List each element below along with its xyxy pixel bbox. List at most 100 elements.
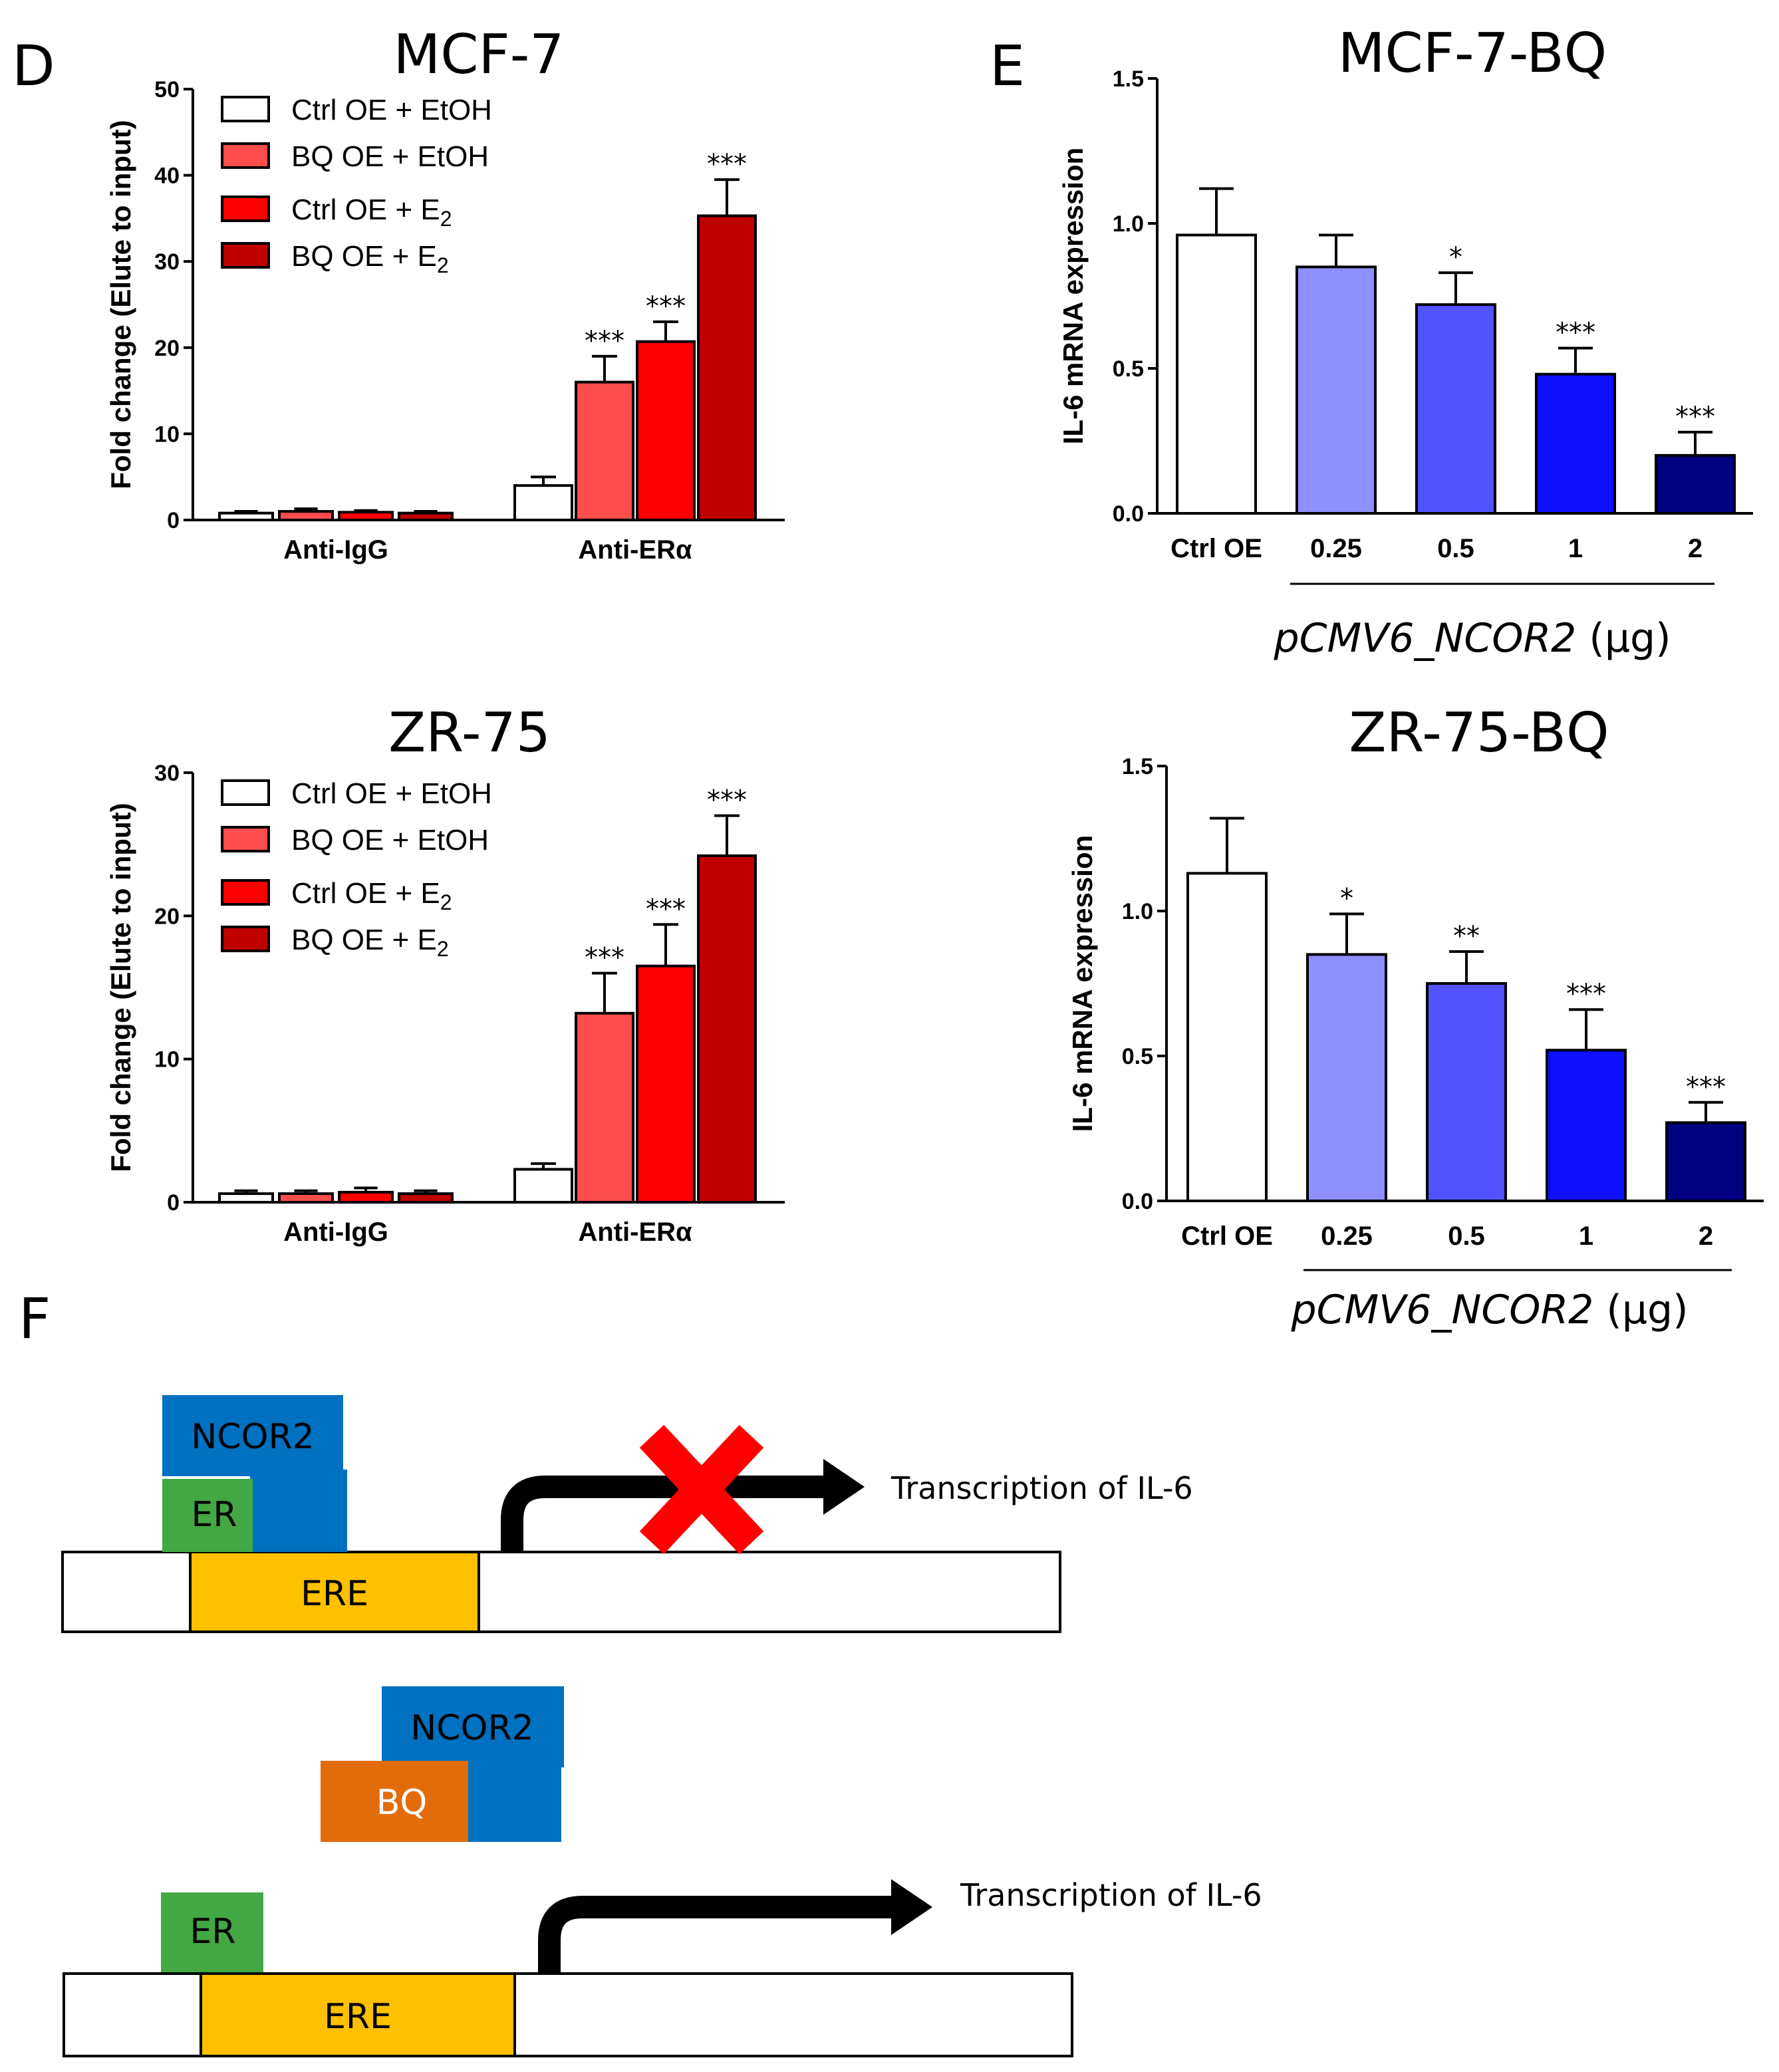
y-axis-label: Fold change (Elute to input) — [105, 803, 136, 1172]
legend-swatch — [221, 879, 270, 906]
er-label-top: ER — [192, 1495, 237, 1535]
significance-label: *** — [1686, 1072, 1726, 1102]
y-tick-label: 20 — [154, 904, 180, 929]
diagram-active: NCOR2 BQ ERE ER Transcription of IL-6 — [63, 1686, 1262, 2057]
bar — [1665, 1121, 1746, 1203]
category-label: 0.25 — [1310, 534, 1362, 563]
chart-mcf7bq-il6: MCF-7-BQ IL-6 mRNA expression 0.0 0.5 1.0 1.5… — [1057, 22, 1753, 662]
y-axis-label: IL-6 mRNA expression — [1057, 148, 1089, 445]
ere-box-top — [189, 1551, 480, 1633]
y-tick-label: 1.0 — [1113, 211, 1144, 237]
significance-label: *** — [1675, 402, 1715, 432]
legend-label: BQ OE + E2 — [291, 924, 449, 961]
category-label: 1 — [1568, 534, 1583, 563]
y-tick-label: 30 — [154, 761, 180, 786]
legend-label: BQ OE + E2 — [291, 240, 449, 277]
transcription-arrow-top — [501, 1476, 823, 1552]
legend-label: Ctrl OE + E2 — [291, 877, 452, 914]
legend-swatch — [221, 195, 270, 222]
category-label: 1 — [1579, 1222, 1593, 1251]
y-tick-label: 0 — [167, 508, 180, 533]
ere-label-top: ERE — [301, 1574, 368, 1614]
panel-letter-d: D — [12, 33, 55, 98]
bar — [697, 854, 757, 1204]
chart-title: MCF-7-BQ — [1338, 22, 1607, 85]
y-tick-label: 1.5 — [1113, 66, 1144, 92]
y-axis-label: Fold change (Elute to input) — [105, 120, 136, 489]
bar — [218, 511, 274, 522]
y-axis-label: IL-6 mRNA expression — [1067, 835, 1098, 1132]
panel-letter-e: E — [990, 33, 1025, 98]
transcription-arrow-bottom — [538, 1896, 891, 1974]
category-label: Anti-IgG — [283, 1218, 388, 1247]
bar — [1535, 372, 1616, 515]
category-label: Anti-ERα — [578, 1218, 692, 1247]
ncor2-label-top: NCOR2 — [191, 1417, 314, 1457]
panel-letter-f: F — [19, 1286, 51, 1351]
ncor2-box-bottom-upper — [382, 1686, 564, 1767]
significance-label: *** — [646, 291, 686, 322]
chart-zr75-chip: ZR-75 Fold change (Elute to input) 0 10 20 30… — [105, 702, 785, 1247]
category-label: 2 — [1688, 534, 1703, 563]
y-tick-label: 10 — [154, 1047, 180, 1073]
bq-box — [321, 1761, 468, 1842]
ncor2-box-top-upper — [162, 1395, 343, 1476]
bq-label: BQ — [376, 1783, 428, 1823]
y-tick-label: 0.0 — [1122, 1189, 1153, 1214]
legend-label: BQ OE + EtOH — [291, 824, 489, 856]
ere-box-bottom — [200, 1972, 516, 2057]
ncor2-label-bottom: NCOR2 — [410, 1708, 533, 1748]
bar — [1426, 982, 1507, 1202]
bar — [513, 484, 573, 521]
legend-label: BQ OE + EtOH — [291, 140, 489, 173]
y-tick-label: 1.5 — [1122, 754, 1153, 779]
bar — [398, 1192, 454, 1204]
significance-label: * — [1340, 883, 1353, 914]
transcription-label-top: Transcription of IL-6 — [890, 1470, 1193, 1506]
ncor2-box-bottom-lower — [466, 1759, 561, 1842]
bar — [636, 340, 696, 522]
er-box-top — [162, 1479, 253, 1552]
chart-title: ZR-75-BQ — [1349, 702, 1609, 765]
ncor2-box-top-lower — [250, 1470, 347, 1552]
category-label: 2 — [1699, 1222, 1713, 1251]
y-tick-label: 0.5 — [1122, 1044, 1153, 1069]
er-box-bottom — [161, 1892, 263, 1972]
significance-label: *** — [1566, 979, 1606, 1009]
legend-swatch — [221, 96, 270, 122]
arrow-head-top — [823, 1459, 865, 1515]
y-tick-label: 1.0 — [1122, 899, 1153, 924]
significance-label: *** — [585, 326, 624, 356]
significance-label: *** — [646, 894, 686, 924]
bar — [575, 1011, 634, 1204]
significance-label: *** — [1556, 317, 1595, 348]
category-label: 0.5 — [1437, 534, 1474, 563]
legend-swatch — [221, 142, 270, 169]
er-label-bottom: ER — [190, 1912, 236, 1952]
bar — [1296, 265, 1377, 515]
y-tick-label: 0 — [167, 1190, 180, 1216]
bar — [338, 1190, 394, 1204]
y-tick-label: 0.0 — [1113, 501, 1144, 527]
bar — [636, 964, 696, 1204]
significance-label: *** — [707, 149, 747, 180]
y-tick-label: 20 — [154, 336, 180, 361]
bar — [1415, 303, 1496, 515]
y-tick-label: 10 — [154, 422, 180, 447]
diagram-repressed: ERE NCOR2 ER Transcription of IL-6 — [61, 1395, 1193, 1633]
bar — [398, 511, 454, 522]
chart-title: MCF-7 — [394, 23, 565, 86]
bar — [1546, 1049, 1627, 1203]
bar — [1186, 872, 1268, 1202]
category-label: 0.25 — [1321, 1222, 1373, 1251]
y-tick-label: 30 — [154, 249, 180, 275]
y-tick-label: 40 — [154, 164, 180, 189]
bar — [278, 1192, 334, 1204]
significance-label: * — [1449, 242, 1462, 273]
chart-mcf7-chip: MCF-7 Fold change (Elute to input) 0 10 20 30… — [105, 23, 785, 565]
category-label: Anti-IgG — [283, 535, 388, 565]
chart-zr75bq-il6: ZR-75-BQ IL-6 mRNA expression 0.0 0.5 1.0 1.5… — [1067, 702, 1764, 1333]
significance-label: *** — [707, 785, 747, 816]
category-label: Ctrl OE — [1170, 534, 1262, 563]
